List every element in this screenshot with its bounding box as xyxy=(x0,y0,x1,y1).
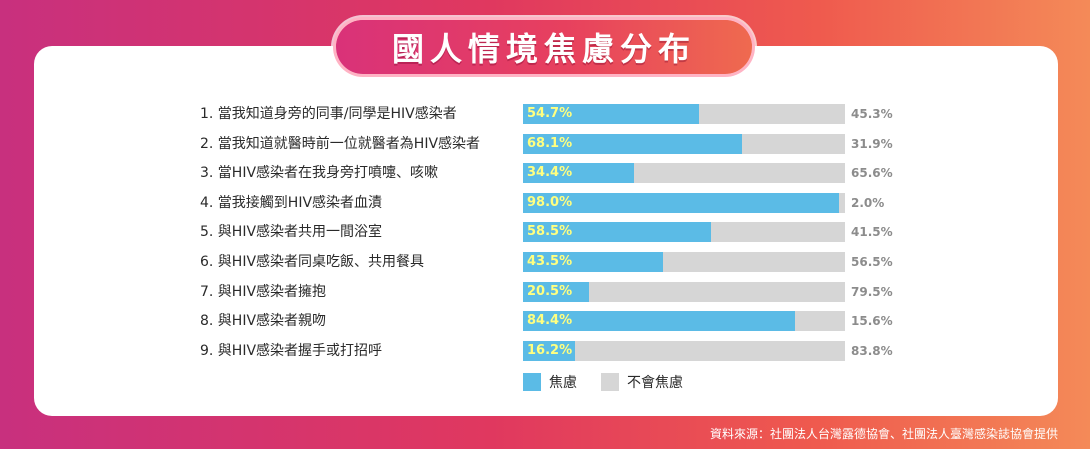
data-label-not-anxious: 79.5% xyxy=(851,285,893,299)
data-label-anxious: 34.4% xyxy=(527,165,573,180)
data-label-anxious: 54.7% xyxy=(527,106,573,121)
bar-anxious xyxy=(523,134,743,154)
category-label: 9. 與HIV感染者握手或打招呼 xyxy=(200,343,383,359)
category-label: 7. 與HIV感染者擁抱 xyxy=(200,284,327,300)
bar-not-anxious: 20.5% xyxy=(523,282,845,302)
chart-title-banner: 國人情境焦慮分布 xyxy=(336,20,752,74)
data-label-anxious: 98.0% xyxy=(527,195,573,210)
category-label: 8. 與HIV感染者親吻 xyxy=(200,313,327,329)
bar-not-anxious: 43.5% xyxy=(523,252,845,272)
bar-not-anxious: 34.4% xyxy=(523,163,845,183)
category-label: 2. 當我知道就醫時前一位就醫者為HIV感染者 xyxy=(200,136,481,152)
data-label-not-anxious: 31.9% xyxy=(851,137,893,151)
source-note: 資料來源：社團法人台灣露德協會、社團法人臺灣感染誌協會提供 xyxy=(709,427,1058,441)
data-label-anxious: 58.5% xyxy=(527,224,573,239)
chart-title: 國人情境焦慮分布 xyxy=(391,30,696,68)
legend-item-not-anxious: 不會焦慮 xyxy=(601,372,683,392)
data-label-anxious: 16.2% xyxy=(527,343,573,358)
bar-anxious xyxy=(523,252,664,272)
bar-anxious xyxy=(523,163,634,183)
bar-not-anxious: 98.0% xyxy=(523,193,845,213)
data-label-not-anxious: 65.6% xyxy=(851,166,893,180)
data-label-not-anxious: 45.3% xyxy=(851,107,893,121)
bar-not-anxious: 16.2% xyxy=(523,341,845,361)
data-label-not-anxious: 56.5% xyxy=(851,255,893,269)
bar-not-anxious: 84.4% xyxy=(523,311,845,331)
data-label-not-anxious: 2.0% xyxy=(851,196,885,210)
legend-label-not-anxious: 不會焦慮 xyxy=(627,375,683,391)
bar-anxious xyxy=(523,222,712,242)
data-label-not-anxious: 15.6% xyxy=(851,314,893,328)
bar-anxious xyxy=(523,193,839,213)
data-label-anxious: 20.5% xyxy=(527,284,573,299)
bar-anxious xyxy=(523,282,589,302)
data-label-not-anxious: 83.8% xyxy=(851,344,893,358)
data-label-not-anxious: 41.5% xyxy=(851,225,893,239)
bar-anxious xyxy=(523,341,576,361)
category-label: 5. 與HIV感染者共用一間浴室 xyxy=(200,224,383,240)
bar-anxious xyxy=(523,104,700,124)
category-label: 4. 當我接觸到HIV感染者血漬 xyxy=(200,195,383,211)
data-label-anxious: 84.4% xyxy=(527,313,573,328)
bar-not-anxious: 58.5% xyxy=(523,222,845,242)
legend-label-anxious: 焦慮 xyxy=(549,375,577,391)
bar-not-anxious: 68.1% xyxy=(523,134,845,154)
data-label-anxious: 68.1% xyxy=(527,136,573,151)
legend-swatch-anxious xyxy=(523,373,541,391)
category-label: 3. 當HIV感染者在我身旁打噴嚏、咳嗽 xyxy=(200,165,439,181)
bar-anxious xyxy=(523,311,795,331)
category-label: 6. 與HIV感染者同桌吃飯、共用餐具 xyxy=(200,254,425,270)
data-label-anxious: 43.5% xyxy=(527,254,573,269)
category-label: 1. 當我知道身旁的同事/同學是HIV感染者 xyxy=(200,106,457,122)
bar-not-anxious: 54.7% xyxy=(523,104,845,124)
legend-item-anxious: 焦慮 xyxy=(523,372,577,392)
chart-legend: 焦慮 不會焦慮 xyxy=(523,372,707,392)
legend-swatch-not-anxious xyxy=(601,373,619,391)
